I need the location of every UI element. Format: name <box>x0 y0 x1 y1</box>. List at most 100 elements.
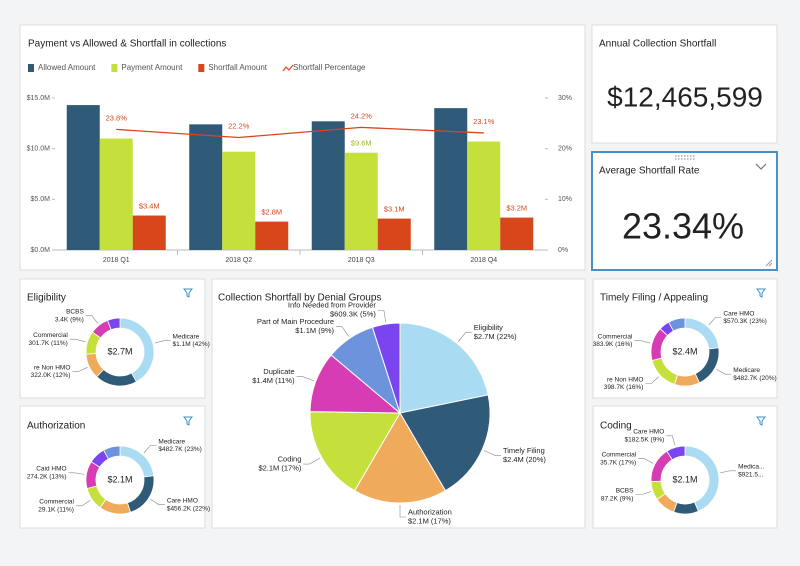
slice-value: 35.7K (17%) <box>600 459 636 466</box>
resize-handle[interactable] <box>765 259 773 267</box>
slice-value: 29.1K (11%) <box>38 506 74 513</box>
pie-slice <box>399 322 489 414</box>
bar <box>99 138 133 250</box>
legend-swatch <box>111 64 118 72</box>
drag-handle[interactable] <box>675 155 695 160</box>
leader-line <box>85 315 99 324</box>
filter-icon[interactable] <box>756 416 766 426</box>
slice-label: re Non HMO <box>607 376 643 383</box>
slice-value: 87.2K (9%) <box>601 495 634 502</box>
legend-label: Shortfall Percentage <box>293 63 366 72</box>
leader-line <box>708 317 722 326</box>
leader-line <box>296 376 314 382</box>
slice-value: $570.3K (23%) <box>723 318 766 325</box>
slice-label: Care HMO <box>633 429 664 436</box>
line <box>116 126 484 139</box>
leader-line <box>68 472 85 475</box>
leader-line <box>666 435 676 446</box>
y2-tick-label: 30% <box>558 95 572 102</box>
legend-label: Allowed Amount <box>38 63 96 72</box>
chart-title: Timely Filing / Appealing <box>600 293 708 304</box>
donut-segment <box>668 317 686 332</box>
chevron[interactable] <box>755 163 767 170</box>
slice-value: $2.1M (17%) <box>408 516 451 525</box>
data-label: $9.6M <box>351 139 372 148</box>
slice-label: Duplicate <box>263 367 294 376</box>
leader-line <box>457 332 472 342</box>
slice-value: $609.3K (5%) <box>330 310 376 319</box>
bar <box>222 151 256 250</box>
leader-line <box>69 338 86 343</box>
chart-title: Collection Shortfall by Denial Groups <box>218 293 381 304</box>
leader-line <box>483 450 501 456</box>
leader-line <box>75 499 91 507</box>
bar <box>132 215 166 250</box>
chart-title: Eligibility <box>27 293 66 304</box>
slice-value: 301.7K (11%) <box>29 340 68 347</box>
donut-segment <box>106 317 121 331</box>
slice-label: Eligibility <box>474 323 503 332</box>
slice-label: Part of Main Procedure <box>257 317 334 326</box>
legend-label: Shortfall Amount <box>208 63 267 72</box>
leader-line <box>716 369 732 375</box>
filter-icon[interactable] <box>183 288 193 298</box>
leader-line <box>377 309 387 323</box>
slice-value: $456.2K (22%) <box>167 505 210 512</box>
pie-slice <box>309 411 401 492</box>
x-tick-label: 2018 Q2 <box>225 257 252 264</box>
slice-value: $2.4M (20%) <box>503 455 546 464</box>
slice-value: $1.1M (42%) <box>173 341 210 348</box>
panel <box>591 24 778 144</box>
bar <box>189 124 223 250</box>
pie-slice <box>371 322 401 414</box>
data-label: 23.1% <box>473 117 495 126</box>
kpi-title: Average Shortfall Rate <box>599 166 700 177</box>
leader-line <box>143 445 157 454</box>
slice-value: 383.9K (16%) <box>593 341 633 348</box>
slice-value: $921.5... <box>738 471 763 478</box>
slice-value: $182.5K (9%) <box>625 436 665 443</box>
x-tick-label: 2018 Q4 <box>470 257 497 264</box>
slice-label: Authorization <box>408 507 452 516</box>
leader-line <box>72 367 88 372</box>
center-label: $2.1M <box>107 474 132 484</box>
pie-slice <box>353 412 447 504</box>
leader-line <box>645 376 659 384</box>
kpi-title: Annual Collection Shortfall <box>599 39 716 50</box>
slice-value: $482.7K (20%) <box>733 375 776 382</box>
bar <box>434 108 468 250</box>
slice-label: Medicare <box>173 333 200 340</box>
slice-label: Commercial <box>598 333 633 340</box>
center-label: $2.7M <box>107 346 132 356</box>
slice-label: Medicare <box>158 438 185 445</box>
leader-line <box>303 457 321 465</box>
y-tick-label: $0.0M <box>31 247 51 254</box>
pie-slice <box>399 394 491 492</box>
x-tick-label: 2018 Q1 <box>103 257 130 264</box>
leader-line <box>635 491 651 496</box>
filter-icon[interactable] <box>183 416 193 426</box>
slice-label: Caid HMO <box>36 466 66 473</box>
bar <box>311 121 345 250</box>
slice-value: 398.7K (16%) <box>604 384 644 391</box>
bar <box>500 217 534 250</box>
legend-label: Payment Amount <box>121 63 183 72</box>
slice-label: Commercial <box>602 451 637 458</box>
leader-line <box>634 340 651 344</box>
legend-swatch <box>28 64 34 72</box>
legend-swatch <box>198 64 205 72</box>
slice-label: Commercial <box>33 332 68 339</box>
panel[interactable] <box>591 151 778 271</box>
leader-line <box>399 505 406 518</box>
kpi-value: $12,465,599 <box>607 81 763 112</box>
y2-tick-label: 20% <box>558 146 572 153</box>
bar <box>66 105 100 251</box>
filter-icon[interactable] <box>756 288 766 298</box>
slice-label: Commercial <box>39 499 74 506</box>
slice-label: Medica... <box>738 464 765 471</box>
x-tick-label: 2018 Q3 <box>348 257 375 264</box>
y-tick-label: $10.0M <box>27 146 51 153</box>
y2-tick-label: 10% <box>558 196 572 203</box>
